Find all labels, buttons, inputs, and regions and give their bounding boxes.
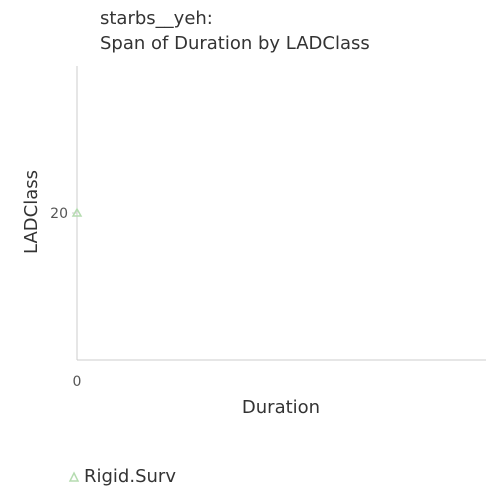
y-axis-label: LADClass [21, 170, 42, 254]
chart-title: starbs__yeh: [100, 8, 213, 29]
legend-marker-triangle-icon [68, 470, 80, 482]
axes [76, 66, 486, 361]
legend: Rigid.Surv [68, 466, 176, 487]
data-marks [71, 207, 83, 217]
chart-subtitle: Span of Duration by LADClass [100, 33, 370, 54]
x-axis-label: Duration [242, 397, 320, 418]
plot-area: 20 0 Duration LADClass [21, 66, 486, 418]
y-tick-label: 20 [50, 206, 68, 222]
legend-label: Rigid.Surv [84, 466, 176, 487]
x-tick-label: 0 [73, 374, 82, 390]
data-point[interactable] [71, 207, 83, 217]
